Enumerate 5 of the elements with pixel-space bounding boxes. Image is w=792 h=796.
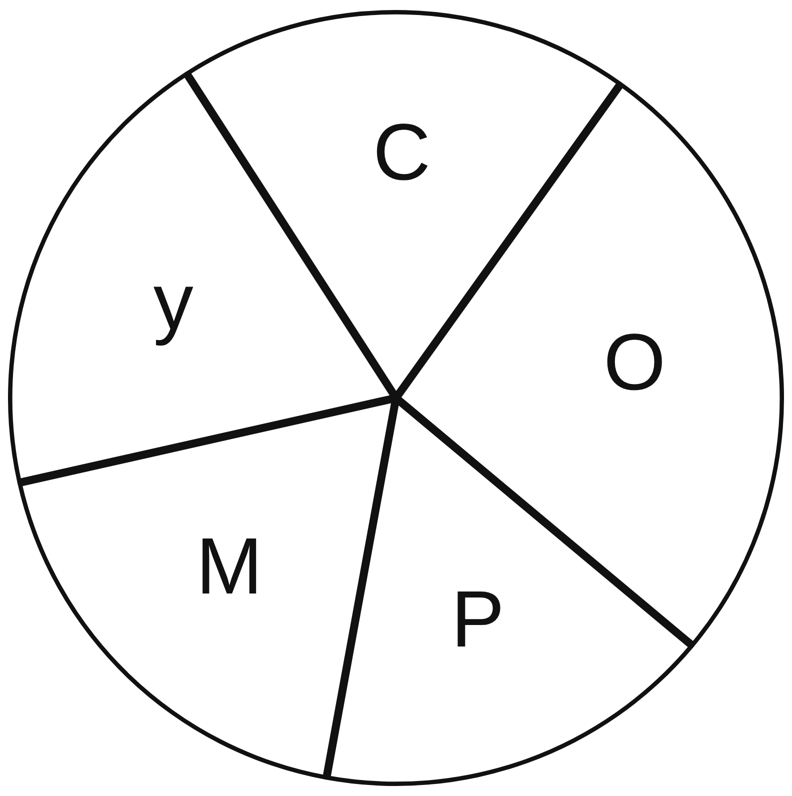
slice-label: M (196, 522, 263, 611)
slice-label: O (604, 318, 666, 407)
slice-label: y (153, 256, 194, 346)
slice-label: P (451, 574, 504, 664)
slice-label: C (372, 108, 431, 197)
